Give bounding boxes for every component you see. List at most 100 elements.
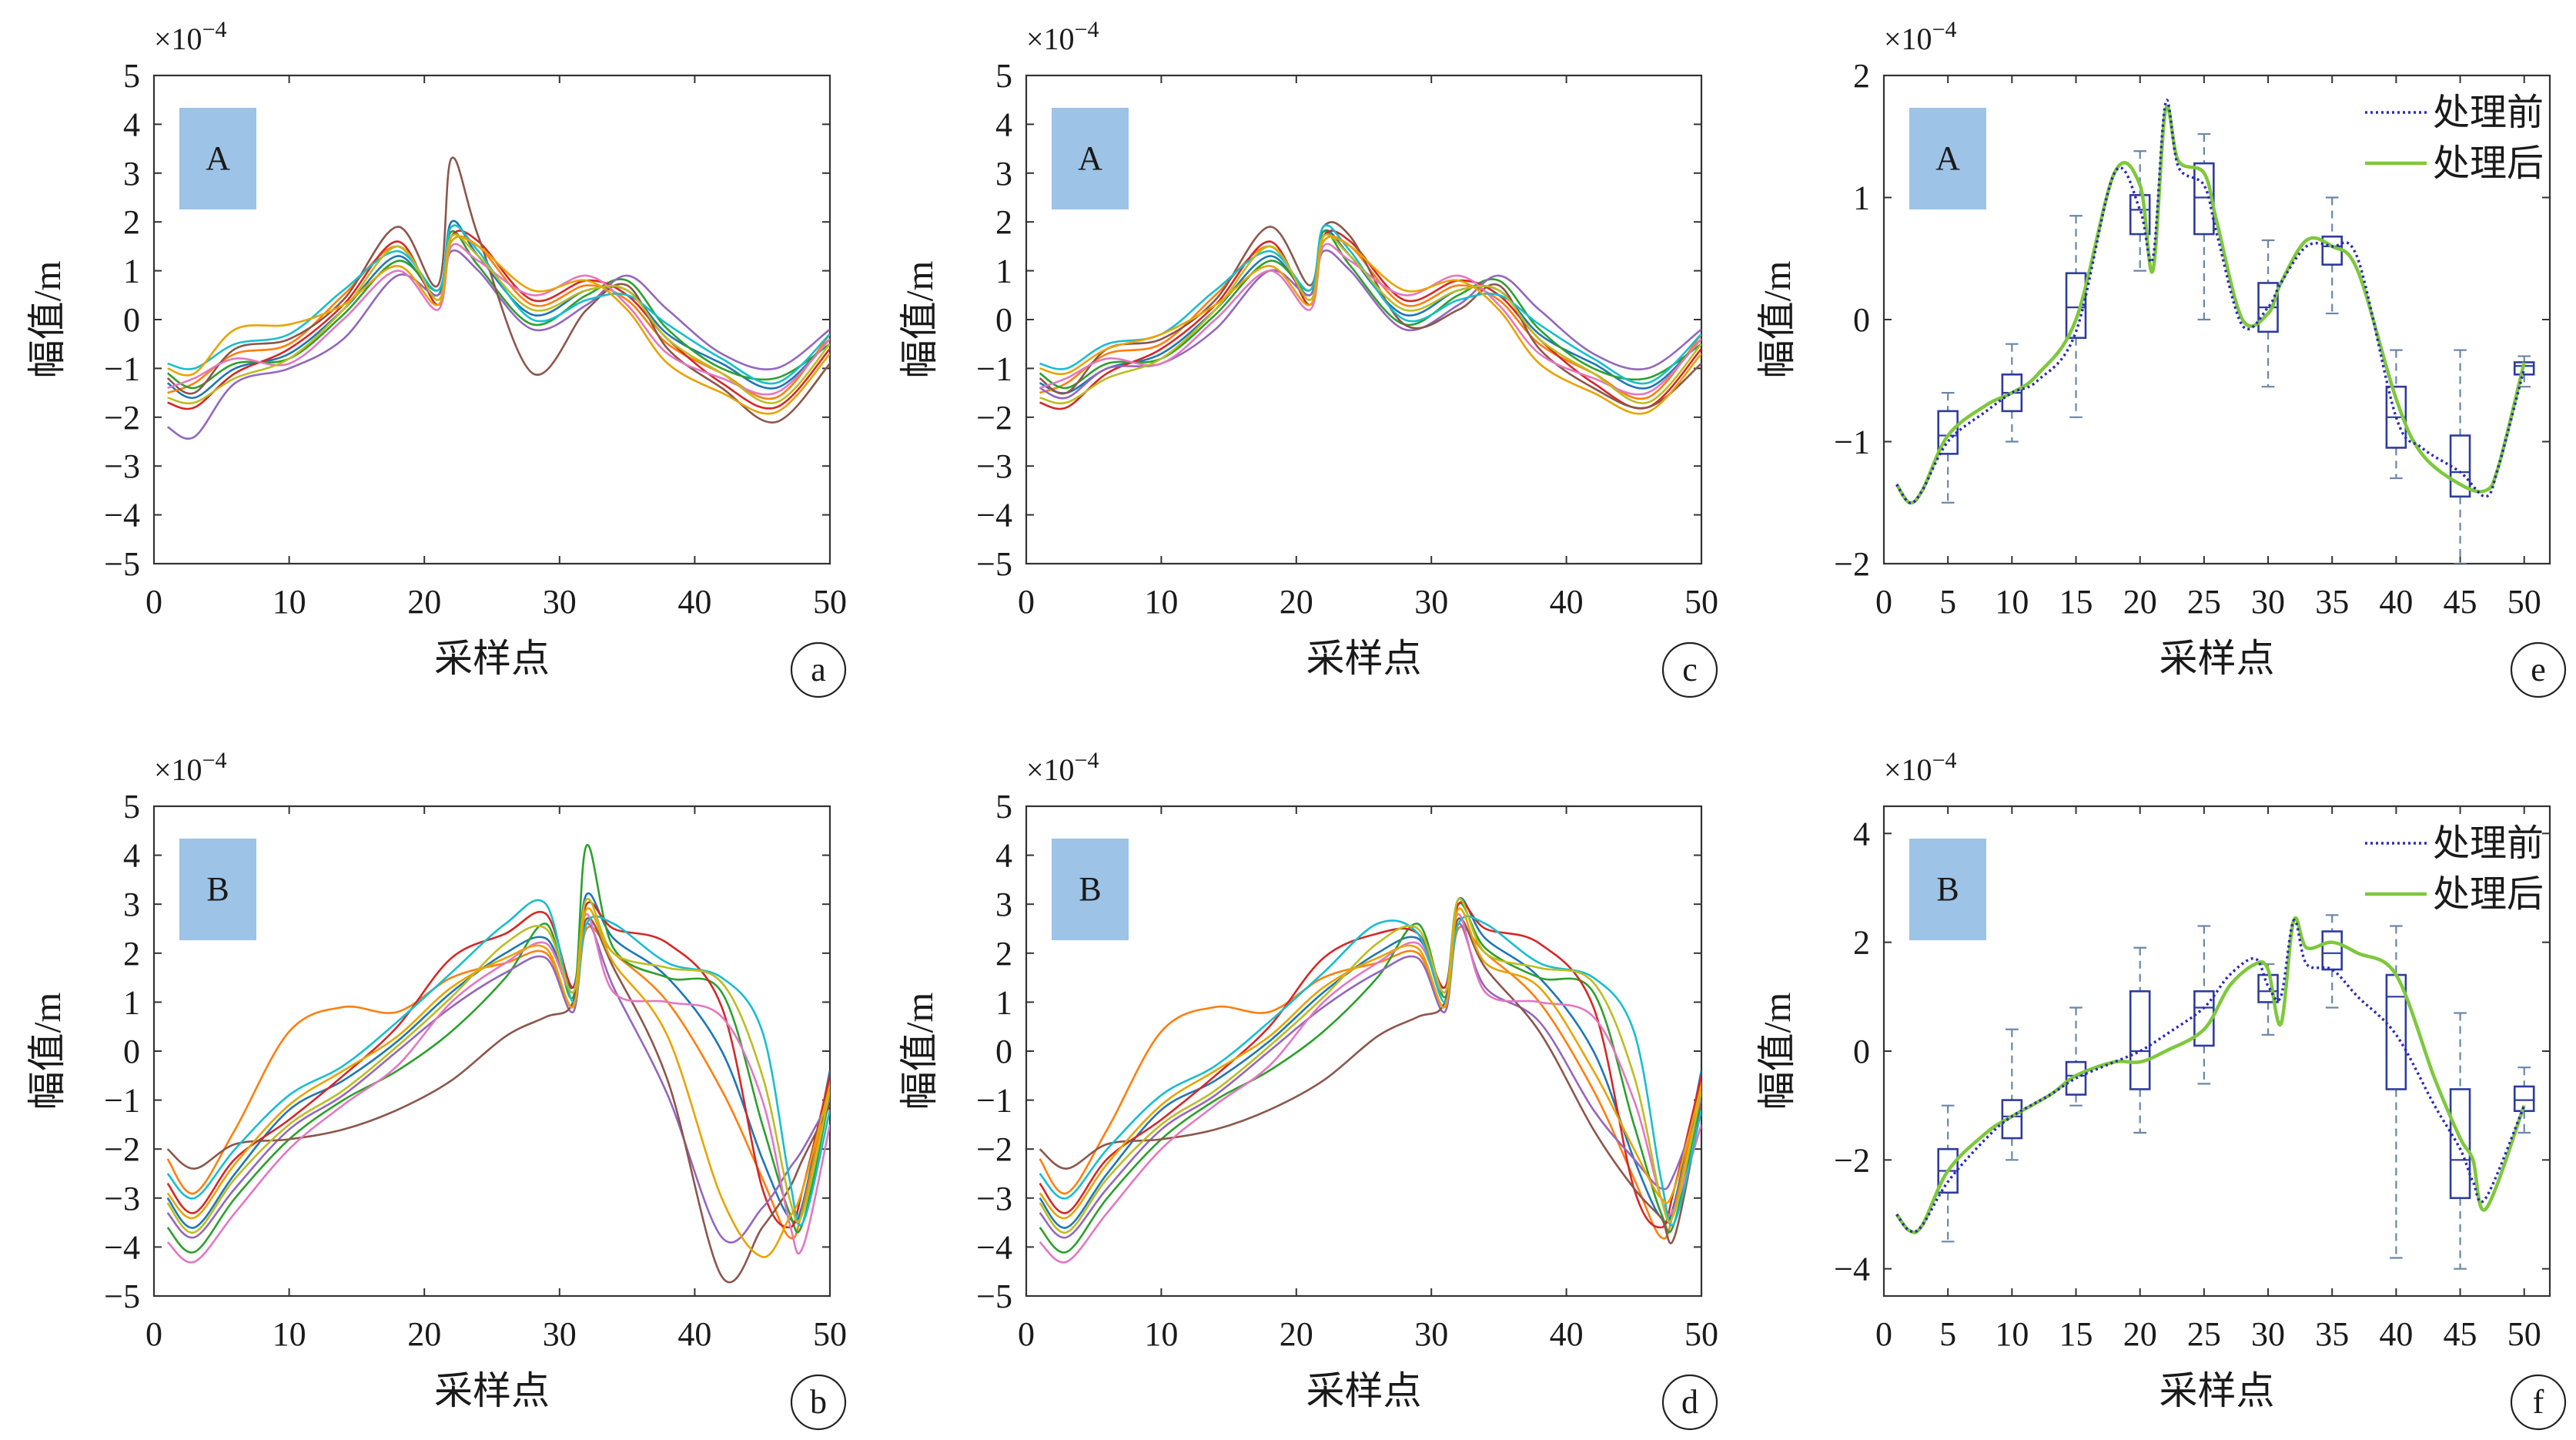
y-tick-label: −5 bbox=[104, 1278, 140, 1315]
group-tag-box bbox=[1909, 839, 1986, 940]
legend-before-label: 处理前 bbox=[2433, 92, 2544, 133]
x-tick-label: 10 bbox=[273, 583, 306, 621]
panel-letter-circle bbox=[2510, 641, 2567, 698]
x-tick-label: 40 bbox=[1550, 583, 1584, 621]
series-line bbox=[166, 898, 830, 1234]
x-tick-label: 45 bbox=[2444, 583, 2477, 621]
y-tick-label: −2 bbox=[1834, 1141, 1870, 1179]
group-tag-label: A bbox=[1078, 139, 1102, 177]
x-tick-label: 0 bbox=[1018, 1315, 1035, 1353]
panel-letter-circle bbox=[790, 1374, 847, 1431]
exponent-base: ×10 bbox=[1026, 752, 1075, 787]
panel-f: 420−2−40 5 10 15 20 25 30 35 40 45 50×10−4采样点幅值/mB… bbox=[1755, 748, 2567, 1431]
group-tag-box bbox=[1052, 108, 1129, 209]
group-tag-label: B bbox=[1079, 870, 1101, 908]
series-line bbox=[166, 230, 830, 390]
series-line bbox=[166, 844, 830, 1254]
x-tick-label: 15 bbox=[2059, 583, 2093, 621]
legend-after-label: 处理后 bbox=[2433, 874, 2544, 915]
exponent-base: ×10 bbox=[154, 752, 202, 787]
x-tick-label: 30 bbox=[2251, 1315, 2285, 1353]
box-body bbox=[2449, 1088, 2471, 1200]
plot-area bbox=[166, 844, 830, 1284]
y-tick-label: −3 bbox=[104, 1180, 140, 1217]
y-tick-label: 0 bbox=[995, 301, 1012, 339]
x-tick-label: 10 bbox=[273, 1315, 306, 1353]
x-tick-label: 20 bbox=[407, 1315, 441, 1353]
plot-area bbox=[166, 156, 830, 440]
y-tick-label: 0 bbox=[995, 1033, 1012, 1070]
x-axis-label: 采样点 bbox=[1306, 1369, 1422, 1412]
y-tick-label: 1 bbox=[995, 983, 1012, 1021]
exponent-base: ×10 bbox=[1026, 22, 1075, 56]
x-tick-label: 40 bbox=[1550, 1315, 1584, 1353]
y-tick-label: −4 bbox=[104, 497, 140, 534]
y-tick-label: −1 bbox=[1834, 424, 1870, 461]
x-axis-label: 采样点 bbox=[1306, 637, 1422, 680]
x-tick-label: 35 bbox=[2315, 583, 2349, 621]
panel-letter: a bbox=[811, 651, 826, 688]
y-tick-label: −2 bbox=[976, 399, 1012, 437]
y-tick-label: −2 bbox=[1834, 545, 1870, 583]
y-tick-label: 5 bbox=[995, 788, 1012, 825]
series-line bbox=[1039, 230, 1701, 390]
y-tick-label: 4 bbox=[995, 837, 1012, 875]
series-line bbox=[167, 243, 830, 396]
y-tick-label: −1 bbox=[976, 350, 1012, 387]
plot-frame bbox=[152, 74, 831, 565]
axis-exponent: ×10−4 bbox=[1026, 17, 1099, 56]
x-tick-label: 40 bbox=[677, 1315, 711, 1353]
box-body bbox=[2129, 990, 2151, 1090]
y-tick-label: −4 bbox=[976, 497, 1012, 534]
x-tick-label: 30 bbox=[1414, 1315, 1448, 1353]
panel-letter-circle bbox=[1661, 641, 1718, 698]
y-tick-label: −5 bbox=[976, 545, 1012, 583]
y-tick-label: 2 bbox=[1853, 924, 1870, 962]
group-tag-label: A bbox=[206, 139, 230, 177]
y-tick-label: −2 bbox=[104, 399, 140, 437]
group-tag-box bbox=[1909, 108, 1986, 209]
plot-area bbox=[1895, 99, 2535, 564]
x-tick-label: 10 bbox=[1144, 583, 1178, 621]
y-tick-label: 4 bbox=[123, 837, 140, 875]
axis-exponent: ×10−4 bbox=[154, 748, 226, 787]
plot-frame bbox=[1882, 74, 2551, 565]
panel-letter-circle bbox=[2510, 1374, 2567, 1431]
x-tick-label: 10 bbox=[1995, 583, 2029, 621]
plot-area bbox=[1039, 221, 1701, 415]
exponent-power: −4 bbox=[1932, 17, 1957, 42]
x-tick-label: 0 bbox=[146, 583, 162, 621]
group-tag-label: A bbox=[1935, 139, 1960, 177]
x-tick-label: 45 bbox=[2444, 1315, 2477, 1353]
plot-frame bbox=[1882, 805, 2551, 1298]
exponent-power: −4 bbox=[1075, 17, 1099, 42]
x-tick-label: 0 bbox=[1875, 583, 1892, 621]
series-line bbox=[1039, 917, 1701, 1244]
y-tick-label: 4 bbox=[123, 105, 140, 143]
series-line bbox=[167, 233, 830, 405]
series-line bbox=[1039, 907, 1701, 1220]
x-tick-label: 25 bbox=[2187, 1315, 2221, 1353]
x-tick-label: 40 bbox=[2379, 583, 2413, 621]
y-axis-label: 幅值/m bbox=[25, 993, 69, 1110]
panel-letter-circle bbox=[1661, 1374, 1718, 1431]
panel-letter-circle bbox=[790, 641, 847, 698]
x-axis-label: 采样点 bbox=[434, 1369, 550, 1412]
x-tick-label: 5 bbox=[1939, 1315, 1956, 1353]
exponent-base: ×10 bbox=[1884, 22, 1932, 56]
panel-letter: d bbox=[1681, 1383, 1698, 1421]
series-line bbox=[166, 899, 830, 1227]
y-axis-label: 幅值/m bbox=[898, 993, 941, 1110]
series-line bbox=[166, 923, 830, 1244]
x-tick-label: 20 bbox=[1280, 583, 1313, 621]
x-tick-label: 50 bbox=[1684, 583, 1718, 621]
panel-letter: b bbox=[810, 1383, 827, 1421]
group-tag-box bbox=[1052, 839, 1129, 940]
x-tick-label: 0 bbox=[1018, 583, 1035, 621]
x-axis-label: 采样点 bbox=[2159, 637, 2275, 680]
x-tick-label: 50 bbox=[813, 583, 847, 621]
y-tick-label: −5 bbox=[104, 545, 140, 583]
y-tick-label: 2 bbox=[123, 935, 140, 973]
